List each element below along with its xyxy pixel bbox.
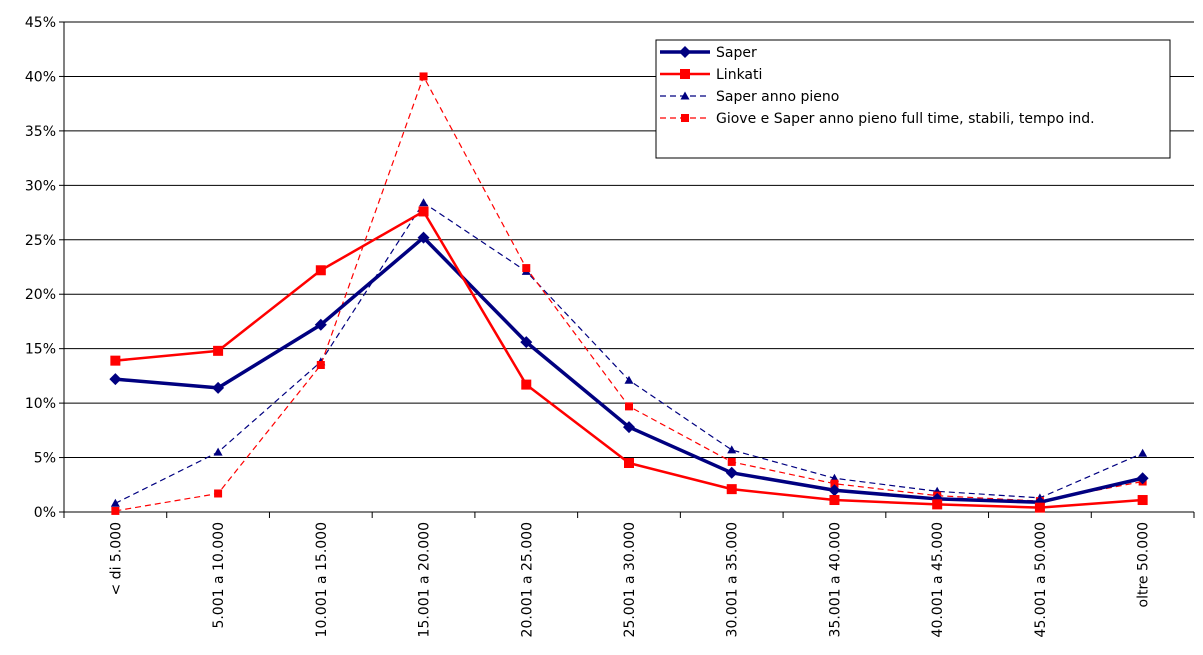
- data-point: [932, 499, 943, 510]
- x-tick-label: 45.001 a 50.000: [1033, 522, 1049, 637]
- data-point: [829, 495, 840, 506]
- x-tick-label: 30.001 a 35.000: [725, 522, 741, 637]
- data-point: [212, 381, 225, 394]
- legend-label: Saper: [716, 45, 757, 61]
- y-tick-label: 5%: [34, 451, 56, 467]
- legend-label: Saper anno pieno: [716, 89, 839, 105]
- y-tick-label: 35%: [25, 124, 56, 140]
- data-point: [830, 479, 839, 488]
- x-tick-label: oltre 50.000: [1136, 522, 1152, 607]
- x-tick-label: 40.001 a 45.000: [930, 522, 946, 637]
- x-tick-label: 10.001 a 15.000: [314, 522, 330, 637]
- y-tick-label: 40%: [25, 69, 56, 85]
- legend: Saper Linkati Saper anno pieno Giove e Sape…: [655, 39, 1171, 159]
- y-axis-tick-labels: 0% 5% 10% 15% 20% 25% 30% 35% 40% 45%: [25, 15, 56, 521]
- data-point: [314, 318, 327, 331]
- data-point: [1136, 472, 1149, 485]
- data-point: [727, 457, 736, 466]
- data-point: [623, 421, 635, 434]
- data-point: [419, 72, 428, 81]
- data-point: [828, 484, 841, 497]
- legend-marker: [679, 46, 691, 58]
- data-point: [110, 355, 121, 366]
- data-point: [1137, 495, 1148, 506]
- axes: [59, 21, 1195, 518]
- x-tick-label: 25.001 a 30.000: [622, 522, 638, 637]
- data-point: [521, 379, 532, 390]
- data-point: [726, 484, 737, 495]
- x-tick-label: 20.001 a 25.000: [519, 522, 535, 637]
- data-point: [1034, 502, 1045, 513]
- y-tick-label: 20%: [25, 287, 56, 303]
- x-tick-label: < di 5.000: [108, 522, 124, 596]
- legend-label: Linkati: [716, 67, 762, 83]
- x-tick-label: 5.001 a 10.000: [211, 522, 227, 629]
- y-tick-label: 15%: [25, 342, 56, 358]
- legend-entry: Saper: [660, 45, 757, 61]
- legend-label: Giove e Saper anno pieno full time, stab…: [716, 111, 1095, 127]
- legend-marker: [680, 91, 690, 100]
- series-1: [110, 206, 1148, 513]
- y-tick-label: 10%: [25, 396, 56, 412]
- data-point: [417, 231, 430, 244]
- y-tick-label: 30%: [25, 178, 56, 194]
- data-point: [727, 445, 737, 454]
- data-point: [419, 198, 429, 207]
- y-tick-label: 45%: [25, 15, 56, 31]
- data-point: [725, 466, 738, 479]
- legend-box: [655, 39, 1171, 159]
- data-point: [522, 264, 531, 273]
- gridlines: [64, 21, 1194, 513]
- data-point: [418, 206, 429, 217]
- data-point: [625, 402, 633, 411]
- data-point: [109, 373, 122, 386]
- legend-entry: Giove e Saper anno pieno full time, stab…: [660, 111, 1095, 127]
- data-point: [1138, 448, 1148, 457]
- y-tick-label: 25%: [25, 233, 56, 249]
- data-point: [624, 375, 634, 384]
- data-point: [214, 489, 223, 498]
- legend-entry: Saper anno pieno: [660, 89, 839, 105]
- x-axis-tick-labels: < di 5.000 5.001 a 10.000 10.001 a 15.000 1…: [108, 522, 1151, 637]
- y-tick-label: 0%: [34, 505, 56, 521]
- x-tick-label: 15.001 a 20.000: [417, 522, 433, 637]
- series-lines: [109, 72, 1149, 515]
- data-point: [213, 447, 223, 456]
- data-point: [315, 265, 326, 276]
- data-point: [111, 506, 120, 515]
- data-point: [624, 458, 634, 468]
- legend-entry: Linkati: [660, 67, 762, 83]
- legend-marker: [680, 69, 690, 79]
- data-point: [110, 498, 120, 507]
- data-point: [213, 345, 224, 356]
- data-point: [520, 336, 533, 349]
- data-point: [316, 361, 325, 369]
- legend-marker: [681, 114, 689, 122]
- x-tick-label: 35.001 a 40.000: [827, 522, 843, 637]
